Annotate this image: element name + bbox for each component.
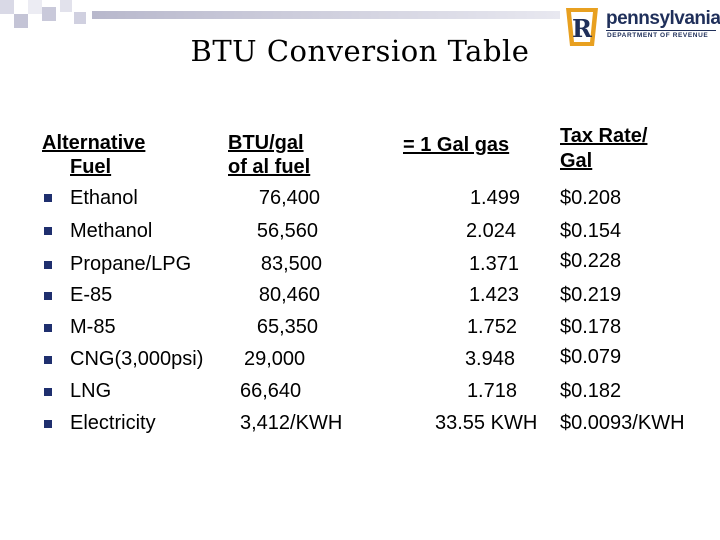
square-bullet-icon (44, 194, 52, 202)
row-tax: $0.228 (560, 250, 622, 272)
row-btu: 66,640 (240, 380, 302, 402)
row-equiv: 1.371 (468, 253, 519, 275)
row-fuel: M-85 (70, 316, 116, 338)
row-fuel: Methanol (70, 220, 153, 242)
row-equiv: 1.423 (468, 284, 519, 306)
row-equiv: 1.499 (469, 187, 520, 209)
row-btu: 65,350 (256, 316, 318, 338)
row-tax: $0.208 (560, 187, 622, 209)
row-fuel: LNG (70, 380, 112, 402)
header-tax-line2: Gal (560, 150, 593, 172)
square-bullet-icon (44, 420, 52, 428)
square-bullet-icon (44, 388, 52, 396)
header-fuel-line2: Fuel (70, 156, 112, 178)
row-tax: $0.0093/KWH (560, 412, 685, 434)
row-btu: 80,460 (258, 284, 320, 306)
row-tax: $0.154 (560, 220, 622, 242)
decorative-header-pattern (0, 0, 560, 34)
row-btu: 29,000 (244, 348, 306, 370)
square-bullet-icon (44, 292, 52, 300)
row-btu: 3,412/KWH (240, 412, 343, 434)
row-fuel: E-85 (70, 284, 113, 306)
row-fuel: Electricity (70, 412, 156, 434)
header-tax-line1: Tax Rate/ (560, 125, 648, 147)
header-btu-line1: BTU/gal (228, 132, 304, 154)
square-bullet-icon (44, 261, 52, 269)
row-tax: $0.182 (560, 380, 622, 402)
row-fuel: Propane/LPG (70, 253, 192, 275)
row-tax: $0.178 (560, 316, 622, 338)
square-bullet-icon (44, 324, 52, 332)
row-tax: $0.219 (560, 284, 622, 306)
row-btu: 56,560 (256, 220, 318, 242)
svg-text:R: R (572, 14, 593, 43)
logo-department-text: DEPARTMENT OF REVENUE (607, 32, 709, 39)
row-equiv: 1.718 (466, 380, 517, 402)
header-fuel-line1: Alternative (42, 132, 146, 154)
row-fuel: CNG(3,000psi) (70, 348, 204, 370)
row-tax: $0.079 (560, 346, 622, 368)
square-bullet-icon (44, 356, 52, 364)
pennsylvania-revenue-logo: R pennsylvania DEPARTMENT OF REVENUE (560, 4, 720, 50)
row-equiv: 2.024 (465, 220, 516, 242)
row-btu: 76,400 (258, 187, 320, 209)
row-equiv: 1.752 (466, 316, 517, 338)
page-title: BTU Conversion Table (190, 34, 530, 68)
header-btu-line2: of al fuel (228, 156, 311, 178)
row-btu: 83,500 (260, 253, 322, 275)
square-bullet-icon (44, 227, 52, 235)
header-equiv: = 1 Gal gas (403, 134, 510, 156)
row-fuel: Ethanol (70, 187, 138, 209)
logo-brand-text: pennsylvania (606, 8, 720, 29)
row-equiv: 33.55 KWH (435, 412, 538, 434)
row-equiv: 3.948 (464, 348, 515, 370)
keystone-logo-icon: R (566, 8, 598, 46)
